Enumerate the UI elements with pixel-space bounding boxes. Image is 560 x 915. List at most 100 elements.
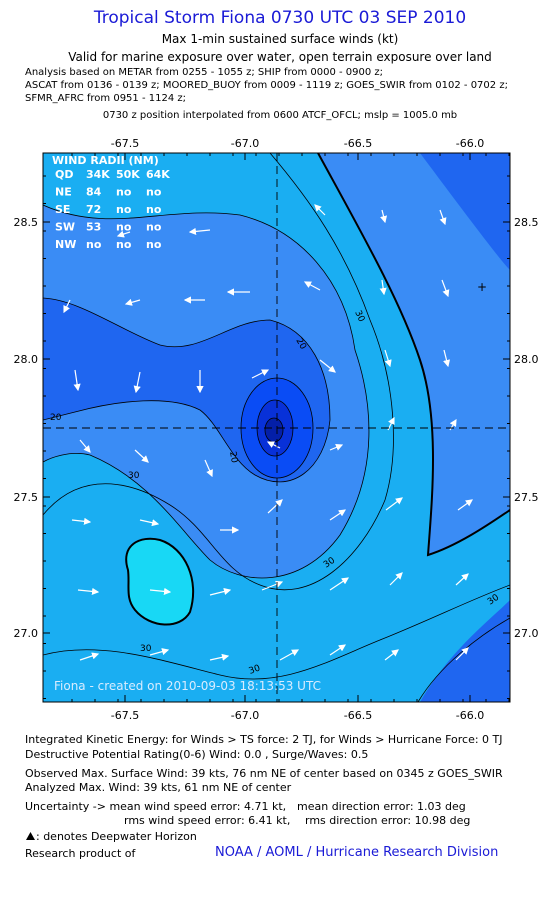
analysis-line-2: ASCAT from 0136 - 0139 z; MOORED_BUOY fr… xyxy=(25,80,508,91)
wind-arrow xyxy=(389,572,403,586)
wind-radii-header-cell: 64K xyxy=(146,168,170,181)
wind-radii-header-cell: QD xyxy=(55,168,73,181)
wind-arrow xyxy=(204,459,213,478)
wind-arrow xyxy=(266,441,281,449)
contour-34kt xyxy=(125,153,510,626)
wind-arrow xyxy=(267,499,283,514)
uncertainty-rms-direction: rms direction error: 10.98 deg xyxy=(305,814,471,827)
lat-tick-label-left: 27.0 xyxy=(14,627,39,640)
lon-tick-label-bottom: -66.5 xyxy=(344,709,372,720)
contour-lines xyxy=(43,153,510,702)
watermark: Fiona - created on 2010-09-03 18:13:53 U… xyxy=(54,679,321,693)
wind-map: 20 20 20 30 30 30 30 30 30 + WIND RADII … xyxy=(14,137,539,720)
ike-line: Integrated Kinetic Energy: for Winds > T… xyxy=(25,733,503,746)
wind-arrow xyxy=(209,587,232,596)
wind-arrow xyxy=(439,209,447,226)
wind-arrow xyxy=(380,209,388,224)
uncertainty-mean-speed: Uncertainty -> mean wind speed error: 4.… xyxy=(25,800,287,813)
wind-arrow xyxy=(251,369,270,379)
wind-radii-cell: SE xyxy=(55,203,70,216)
contour-label: 20 xyxy=(50,413,62,423)
wind-radii-cell: NE xyxy=(55,186,72,199)
observed-max-line: Observed Max. Surface Wind: 39 kts, 76 n… xyxy=(25,767,503,780)
wind-radii-cell: NW xyxy=(55,238,76,251)
deepwater-label: : denotes Deepwater Horizon xyxy=(36,830,197,843)
band-east-outer xyxy=(420,153,510,270)
wind-arrow xyxy=(149,648,170,656)
wind-arrow xyxy=(329,509,346,521)
wind-radii-cell: no xyxy=(116,203,132,216)
wind-radii-cell: no xyxy=(116,186,132,199)
contour-label: 30 xyxy=(140,644,152,654)
subtitle-exposure: Valid for marine exposure over water, op… xyxy=(68,50,492,64)
wind-arrow xyxy=(79,439,91,453)
noaa-aoml-link[interactable]: NOAA / AOML / Hurricane Research Divisio… xyxy=(215,845,499,860)
center-crosshair xyxy=(43,153,510,702)
wind-radii-cell: no xyxy=(146,238,162,251)
wind-arrow xyxy=(71,517,92,525)
wind-radii-cell: no xyxy=(146,186,162,199)
research-label: Research product of xyxy=(25,847,136,860)
wind-arrows xyxy=(63,204,473,661)
contour-label: 20 xyxy=(227,451,239,464)
wind-radii-cell: no xyxy=(116,221,132,234)
wind-radii-cell: 72 xyxy=(86,203,101,216)
wind-arrow xyxy=(379,279,387,296)
wind-field xyxy=(43,153,510,702)
lon-tick-label-top: -67.5 xyxy=(111,137,139,150)
axis-labels: -67.5 -67.0 -66.5 -66.0 -67.5 -67.0 -66.… xyxy=(14,137,539,720)
wind-radii-table: WIND RADII (NM) QD 34K 50K 64K NE 84 no no SE 72 n… xyxy=(52,154,170,251)
wind-arrow xyxy=(319,359,336,373)
wind-arrow xyxy=(133,371,141,394)
lat-tick-label-right: 28.5 xyxy=(514,216,539,229)
wind-arrow xyxy=(457,499,473,511)
dpr-line: Destructive Potential Rating(0-6) Wind: … xyxy=(25,748,369,761)
deepwater-legend: : denotes Deepwater Horizon xyxy=(25,830,197,843)
wind-arrow xyxy=(455,573,469,586)
analysis-line-3: SFMR_AFRC from 0951 - 1124 z; xyxy=(25,93,186,104)
contour-label: 30 xyxy=(248,663,262,676)
lon-tick-label-bottom: -67.5 xyxy=(111,709,139,720)
lon-tick-label-top: -66.0 xyxy=(456,137,484,150)
analysis-line-1: Analysis based on METAR from 0255 - 1055… xyxy=(25,67,384,78)
lat-tick-label-right: 27.5 xyxy=(514,491,539,504)
subtitle-winds: Max 1-min sustained surface winds (kt) xyxy=(161,32,399,46)
wind-arrow xyxy=(384,649,399,661)
wind-arrow xyxy=(116,230,131,238)
wind-radii-cell: no xyxy=(146,221,162,234)
wind-arrow xyxy=(385,497,403,511)
core-ring-3 xyxy=(265,418,283,442)
wind-radii-cell: no xyxy=(146,203,162,216)
wind-arrow xyxy=(303,281,321,291)
wind-arrow xyxy=(134,449,149,463)
wind-arrow xyxy=(455,647,469,661)
plus-marker: + xyxy=(477,280,487,294)
wind-radii-title: WIND RADII (NM) xyxy=(52,154,159,167)
wind-radii-header-cell: 34K xyxy=(86,168,110,181)
wind-radii-cell: no xyxy=(116,238,132,251)
lon-tick-label-top: -67.0 xyxy=(231,137,259,150)
lat-tick-label-right: 27.0 xyxy=(514,627,539,640)
lat-tick-label-left: 28.5 xyxy=(14,216,39,229)
wind-arrow xyxy=(314,204,326,216)
contour-label: 30 xyxy=(128,471,140,481)
wind-arrow xyxy=(261,580,284,591)
wind-arrow xyxy=(329,644,346,656)
wind-arrow xyxy=(139,519,160,527)
wind-radii-cell: 84 xyxy=(86,186,102,199)
wind-arrow xyxy=(441,279,450,298)
wind-arrow xyxy=(73,369,81,392)
triangle-icon xyxy=(26,832,35,840)
lon-tick-label-bottom: -66.0 xyxy=(456,709,484,720)
wind-arrow xyxy=(149,587,172,595)
wind-arrow xyxy=(188,227,211,235)
wind-radii-cell: no xyxy=(86,238,102,251)
lon-tick-label-top: -66.5 xyxy=(344,137,372,150)
wind-arrow xyxy=(443,349,451,368)
uncertainty-mean-direction: mean direction error: 1.03 deg xyxy=(297,800,466,813)
wind-arrow xyxy=(79,652,100,661)
lat-tick-label-left: 27.5 xyxy=(14,491,39,504)
wind-arrow xyxy=(77,587,100,595)
analyzed-max-line: Analyzed Max. Wind: 39 kts, 61 nm NE of … xyxy=(25,781,292,794)
wind-arrow xyxy=(329,443,344,451)
